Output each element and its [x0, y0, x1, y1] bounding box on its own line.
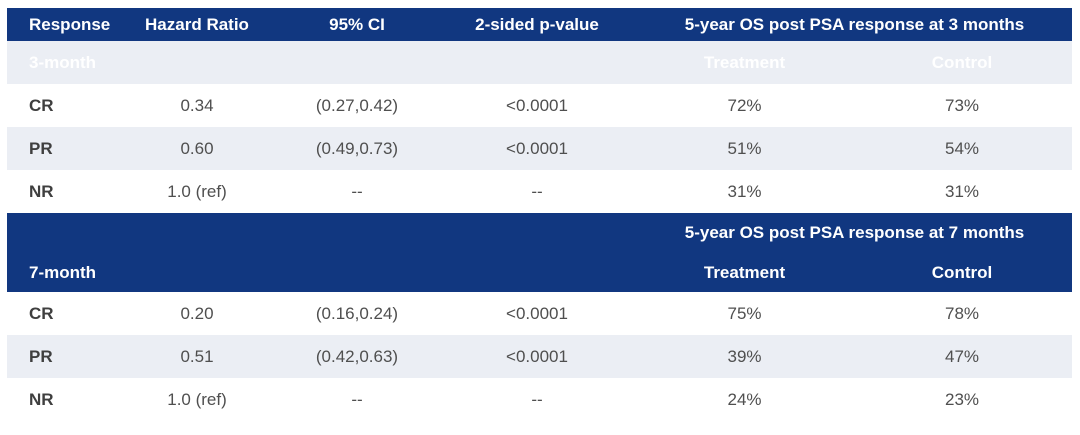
table-row-3m-pr: PR 0.60 (0.49,0.73) <0.0001 51% 54%	[7, 127, 1072, 170]
table-header-row-7m-top: 5-year OS post PSA response at 7 months	[7, 213, 1072, 253]
hazard-ratio-value: 1.0 (ref)	[167, 389, 227, 409]
table-row-3m-nr: NR 1.0 (ref) -- -- 31% 31%	[7, 170, 1072, 213]
p-value: <0.0001	[506, 138, 568, 158]
col-header-os-7-months: 5-year OS post PSA response at 7 months	[684, 223, 1025, 242]
table-row-3m-cr: CR 0.34 (0.27,0.42) <0.0001 72% 73%	[7, 84, 1072, 127]
spacer-cell	[117, 213, 277, 253]
table-header-row-3m: Response Hazard Ratio 95% CI 2-sided p-v…	[7, 8, 1072, 41]
spacer-cell	[7, 213, 117, 253]
response-label: CR	[29, 303, 54, 323]
hazard-ratio-value: 0.20	[180, 303, 214, 323]
col-header-ci: 95% CI	[329, 14, 385, 34]
treatment-os-value: 72%	[727, 95, 762, 115]
response-label: CR	[29, 95, 54, 115]
col-header-control-3m: Control	[931, 52, 993, 72]
p-value: --	[531, 389, 543, 409]
spacer-cell	[277, 41, 437, 84]
response-label: NR	[29, 181, 54, 201]
hazard-ratio-value: 0.60	[180, 138, 214, 158]
treatment-os-value: 51%	[727, 138, 762, 158]
control-os-value: 54%	[944, 138, 980, 158]
response-label: PR	[29, 346, 53, 366]
response-label: NR	[29, 389, 54, 409]
hazard-ratio-value: 1.0 (ref)	[167, 181, 227, 201]
spacer-cell	[117, 41, 277, 84]
spacer-cell	[277, 253, 437, 292]
p-value: <0.0001	[506, 95, 568, 115]
treatment-os-value: 24%	[727, 389, 762, 409]
table-row-7m-cr: CR 0.20 (0.16,0.24) <0.0001 75% 78%	[7, 292, 1072, 335]
control-os-value: 23%	[944, 389, 980, 409]
control-os-value: 31%	[944, 181, 980, 201]
spacer-cell	[437, 41, 637, 84]
treatment-os-value: 31%	[727, 181, 762, 201]
col-header-control-7m: Control	[931, 262, 993, 282]
p-value: <0.0001	[506, 346, 568, 366]
subheader-row-3m: 3-month Treatment Control	[7, 41, 1072, 84]
spacer-cell	[437, 253, 637, 292]
spacer-cell	[277, 213, 437, 253]
spacer-cell	[437, 213, 637, 253]
col-header-treatment-3m: Treatment	[703, 52, 786, 72]
ci-value: --	[351, 181, 363, 201]
table-row-7m-nr: NR 1.0 (ref) -- -- 24% 23%	[7, 378, 1072, 421]
ci-value: (0.16,0.24)	[315, 303, 399, 323]
hazard-ratio-value: 0.51	[180, 346, 214, 366]
col-header-hazard-ratio: Hazard Ratio	[145, 14, 249, 34]
treatment-os-value: 39%	[727, 346, 762, 366]
ci-value: (0.49,0.73)	[315, 138, 399, 158]
response-label: PR	[29, 138, 53, 158]
hazard-ratio-value: 0.34	[180, 95, 214, 115]
control-os-value: 73%	[944, 95, 980, 115]
col-header-treatment-7m: Treatment	[703, 262, 786, 282]
spacer-cell	[117, 253, 277, 292]
ci-value: (0.27,0.42)	[315, 95, 399, 115]
control-os-value: 47%	[944, 346, 980, 366]
col-header-os-3-months: 5-year OS post PSA response at 3 months	[684, 14, 1025, 34]
psa-response-os-table: Response Hazard Ratio 95% CI 2-sided p-v…	[7, 8, 1072, 421]
control-os-value: 78%	[944, 303, 980, 323]
p-value: <0.0001	[506, 303, 568, 323]
table-row-7m-pr: PR 0.51 (0.42,0.63) <0.0001 39% 47%	[7, 335, 1072, 378]
os-response-table-container: Response Hazard Ratio 95% CI 2-sided p-v…	[7, 8, 1072, 421]
section-label-7-month: 7-month	[29, 262, 97, 282]
section-label-3-month: 3-month	[29, 52, 97, 72]
ci-value: (0.42,0.63)	[315, 346, 399, 366]
treatment-os-value: 75%	[727, 303, 762, 323]
table-header-row-7m-bottom: 7-month Treatment Control	[7, 253, 1072, 292]
ci-value: --	[351, 389, 363, 409]
col-header-response: Response	[29, 14, 111, 34]
col-header-p-value: 2-sided p-value	[475, 14, 599, 34]
p-value: --	[531, 181, 543, 201]
